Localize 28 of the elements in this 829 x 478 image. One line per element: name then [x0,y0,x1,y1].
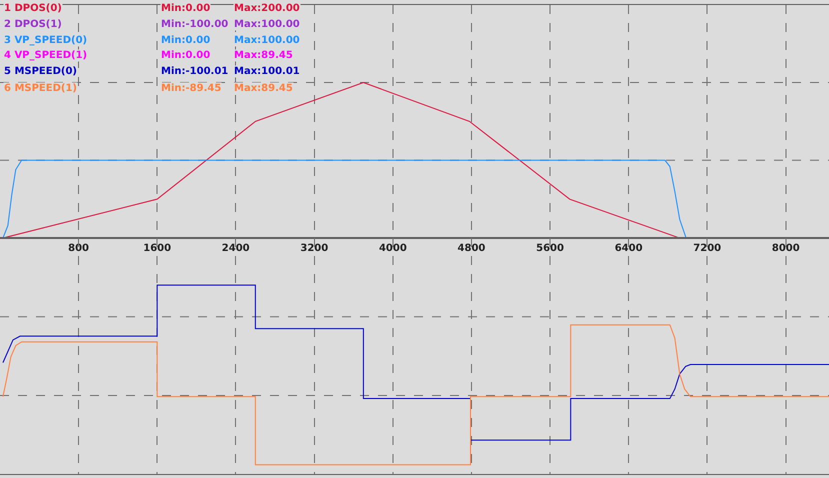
text: Min:0.00 [161,3,210,14]
annotation: Max:89.45 [234,83,293,94]
x-tick-label: 5600 [536,243,564,254]
text: Max:100.00 [234,35,300,46]
text: 1 DPOS(0) [4,3,62,14]
x-tick-label: 2400 [222,243,250,254]
text: Max:100.00 [234,19,300,30]
text: Max:89.45 [234,50,293,61]
text: Min:-100.00 [161,19,228,30]
legend-label: 4 VP_SPEED(1) [4,50,88,61]
x-tick-label: 7200 [693,243,722,254]
text: 3 VP_SPEED(0) [4,35,88,46]
text: Min:0.00 [161,35,210,46]
x-tick-label: 4000 [378,243,407,254]
x-tick-label: 800 [68,243,90,254]
text: 5 MSPEED(0) [4,66,77,77]
text: Min:-100.01 [161,66,228,77]
text: Max:100.01 [234,66,300,77]
x-tick-label: 3200 [300,243,328,254]
x-tick-label: 1600 [143,243,172,254]
annotation: Min:-89.45 [161,83,222,94]
text: Min:0.00 [161,50,210,61]
legend-label: 2 DPOS(1) [4,19,62,30]
x-tick-label: 4800 [458,243,486,254]
x-tick-label: 6400 [614,243,643,254]
text: Max:200.00 [234,3,300,14]
x-tick-label: 8000 [772,243,800,254]
text: 6 MSPEED(1) [4,83,77,94]
